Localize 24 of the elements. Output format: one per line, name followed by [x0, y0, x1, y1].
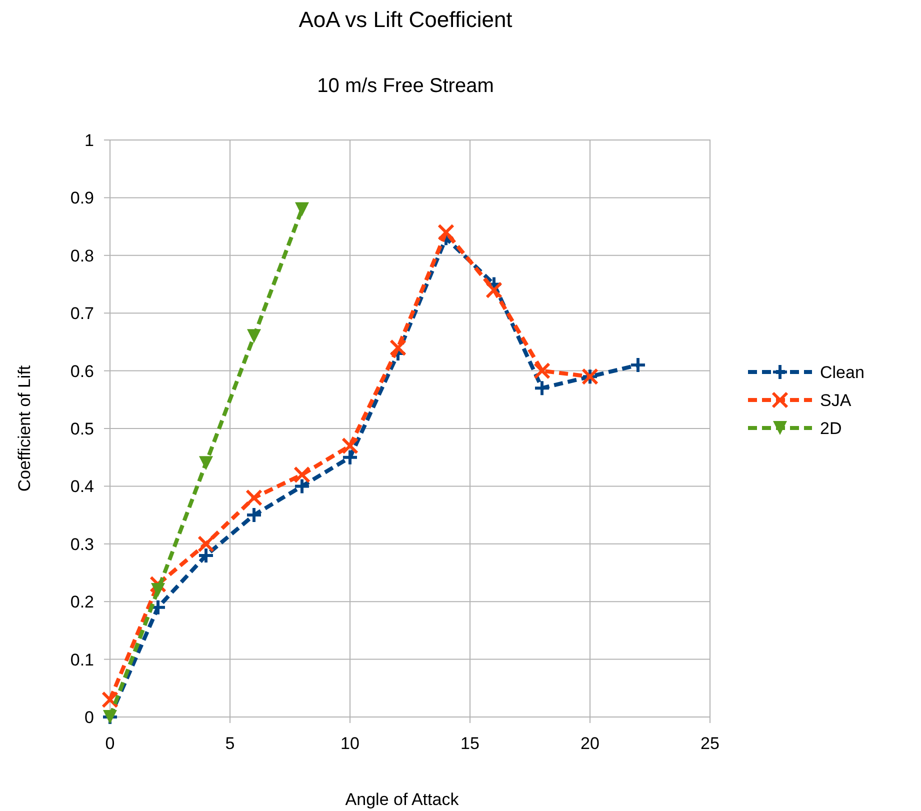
legend-label: 2D — [820, 419, 842, 438]
x-tick-label: 25 — [700, 734, 720, 753]
x-tick-label: 15 — [460, 734, 480, 753]
y-tick-label: 0.7 — [70, 304, 94, 324]
x-axis-title: Angle of Attack — [345, 790, 460, 809]
y-axis-title: Coefficient of Lift — [15, 365, 34, 492]
chart-subtitle: 10 m/s Free Stream — [317, 75, 494, 97]
chart-title: AoA vs Lift Coefficient — [298, 7, 512, 32]
legend-label: SJA — [820, 391, 852, 410]
y-tick-label: 1 — [84, 131, 94, 150]
legend-label: Clean — [820, 363, 864, 382]
x-tick-label: 5 — [225, 734, 235, 753]
x-tick-label: 0 — [105, 734, 115, 753]
x-tick-label: 10 — [340, 734, 360, 753]
y-tick-label: 0.4 — [70, 477, 94, 496]
y-tick-label: 0 — [84, 708, 94, 727]
y-tick-label: 0.3 — [70, 534, 94, 554]
y-tick-label: 0.6 — [70, 362, 94, 381]
y-tick-label: 0.1 — [70, 650, 94, 670]
y-tick-label: 0.2 — [70, 592, 94, 612]
x-tick-label: 20 — [580, 734, 600, 753]
y-tick-label: 0.9 — [70, 188, 94, 208]
y-tick-label: 0.8 — [70, 246, 94, 266]
y-tick-label: 0.5 — [70, 420, 94, 438]
